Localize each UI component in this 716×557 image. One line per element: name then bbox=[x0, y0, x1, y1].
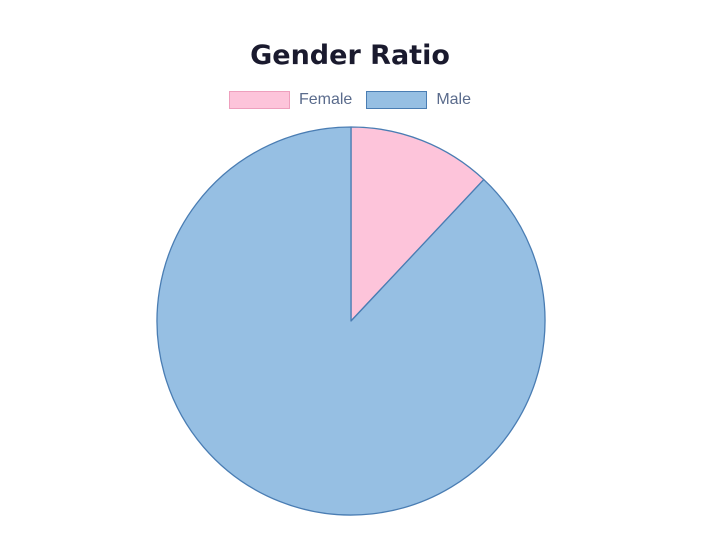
legend: Female Male bbox=[0, 91, 700, 109]
legend-label-female: Female bbox=[298, 91, 353, 108]
legend-label-male: Male bbox=[436, 91, 472, 108]
pie-slice-female[interactable] bbox=[350, 126, 485, 322]
legend-item-female[interactable]: Female bbox=[228, 91, 353, 109]
pie-slice-male[interactable] bbox=[156, 126, 546, 516]
chart-title: Gender Ratio bbox=[250, 40, 450, 71]
legend-item-male[interactable]: Male bbox=[366, 91, 471, 109]
legend-swatch-female bbox=[228, 91, 290, 109]
legend-swatch-male bbox=[366, 91, 428, 109]
